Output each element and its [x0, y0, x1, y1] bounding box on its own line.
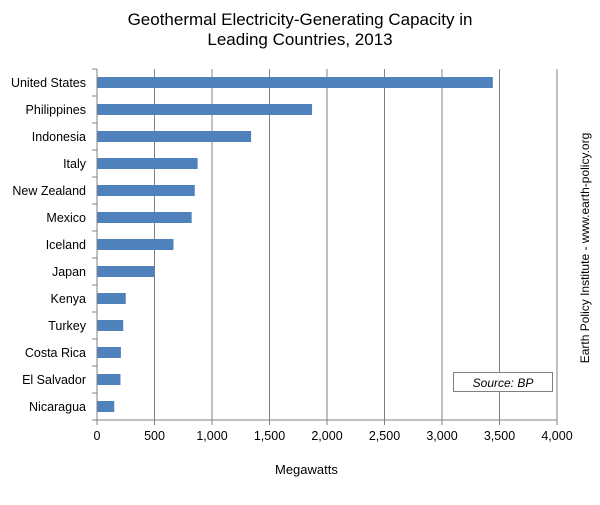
chart-title-line-1: Geothermal Electricity-Generating Capaci… [127, 10, 473, 29]
x-tick-label: 1,000 [196, 429, 227, 443]
bar [97, 104, 313, 115]
category-label: Nicaragua [29, 400, 86, 414]
category-label: Costa Rica [25, 346, 86, 360]
bar [97, 266, 155, 277]
category-label: New Zealand [12, 184, 86, 198]
category-label: United States [11, 76, 86, 90]
x-tick-label: 4,000 [541, 429, 572, 443]
axes [92, 68, 558, 425]
category-labels: United States Philippines Indonesia Italy Ne… [11, 76, 87, 414]
bar [97, 185, 195, 196]
category-label: Turkey [48, 319, 86, 333]
bar [97, 374, 121, 385]
category-label: Kenya [51, 292, 86, 306]
category-label: Italy [63, 157, 87, 171]
bar [97, 401, 115, 412]
category-label: Indonesia [32, 130, 86, 144]
bar [97, 347, 121, 358]
x-tick-labels: 0 500 1,000 1,500 2,000 2,500 3,000 3,500 4,000 [94, 429, 573, 443]
source-note: Source: BP [453, 372, 553, 392]
x-tick-label: 3,500 [484, 429, 515, 443]
bar [97, 320, 124, 331]
publisher-note: Earth Policy Institute - www.earth-polic… [578, 132, 592, 364]
x-tick-label: 500 [144, 429, 165, 443]
x-tick-label: 2,000 [311, 429, 342, 443]
x-tick-label: 1,500 [254, 429, 285, 443]
category-label: Japan [52, 265, 86, 279]
category-label: Philippines [26, 103, 86, 117]
category-label: Iceland [46, 238, 86, 252]
x-tick-label: 3,000 [426, 429, 457, 443]
chart-title: Geothermal Electricity-Generating Capaci… [0, 10, 600, 50]
bar [97, 158, 198, 169]
category-label: Mexico [46, 211, 86, 225]
bar [97, 77, 493, 88]
x-tick-label: 0 [94, 429, 101, 443]
bar [97, 212, 192, 223]
bar [97, 239, 174, 250]
x-axis-label: Megawatts [275, 462, 338, 477]
x-tick-label: 2,500 [369, 429, 400, 443]
category-label: El Salvador [22, 373, 86, 387]
bars [97, 77, 493, 412]
bar [97, 131, 252, 142]
grid-lines [154, 69, 558, 420]
chart-title-line-2: Leading Countries, 2013 [207, 30, 393, 49]
bar [97, 293, 126, 304]
